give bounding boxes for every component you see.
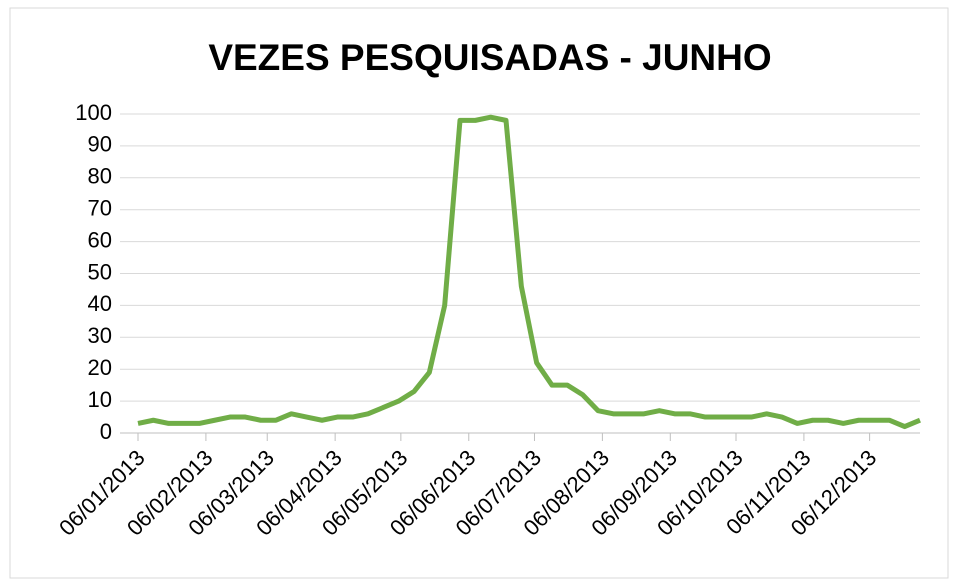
y-tick-label: 90 [88,132,112,157]
y-tick-label: 50 [88,259,112,284]
y-tick-label: 0 [100,419,112,444]
data-line [137,114,921,430]
chart-frame [9,7,949,579]
y-tick-label: 100 [75,100,112,125]
y-tick-label: 80 [88,164,112,189]
y-tick-label: 70 [88,196,112,221]
chart-title: VEZES PESQUISADAS - JUNHO [208,37,771,78]
y-tick-label: 60 [88,227,112,252]
y-tick-label: 20 [88,355,112,380]
y-tick-label: 10 [88,387,112,412]
y-tick-label: 30 [88,323,112,348]
y-tick-label: 40 [88,291,112,316]
